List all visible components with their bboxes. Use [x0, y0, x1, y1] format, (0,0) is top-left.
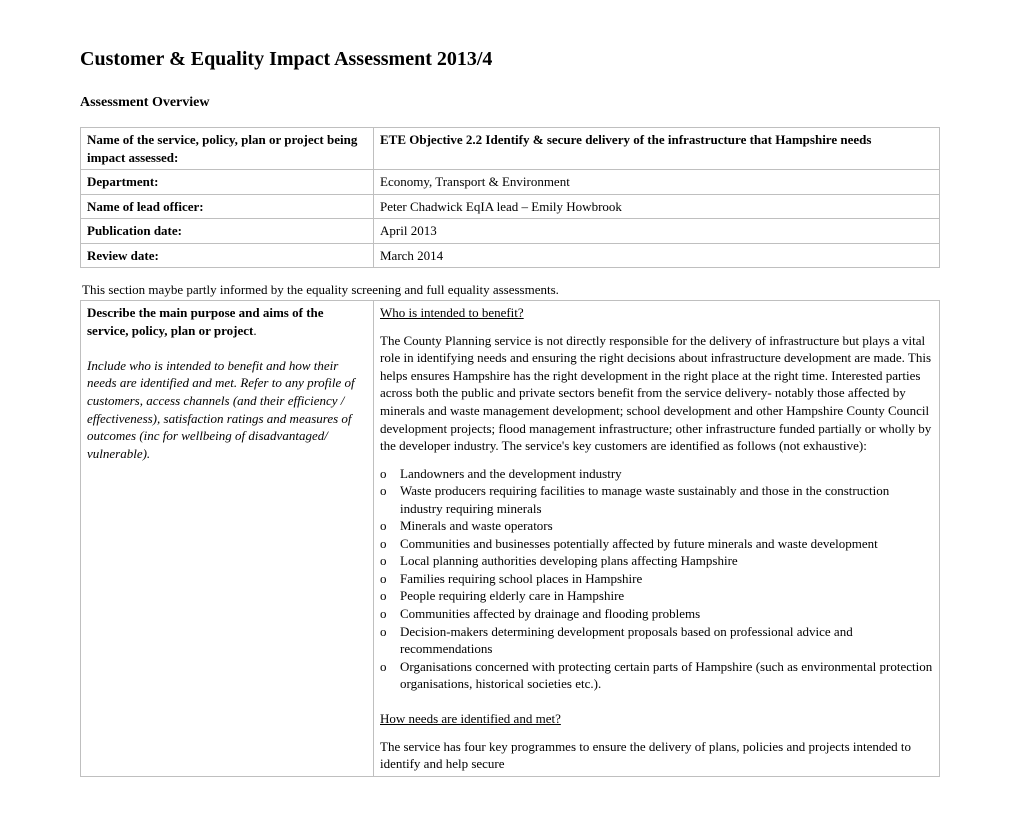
overview-value: Economy, Transport & Environment — [374, 170, 940, 195]
table-row: Department:Economy, Transport & Environm… — [81, 170, 940, 195]
table-row: Review date:March 2014 — [81, 243, 940, 268]
bullet-marker: o — [380, 587, 400, 605]
bullet-text: Minerals and waste operators — [400, 517, 933, 535]
bullet-text: Decision-makers determining development … — [400, 623, 933, 658]
section-heading: Assessment Overview — [80, 95, 940, 111]
list-item: oCommunities affected by drainage and fl… — [380, 605, 933, 623]
list-item: oWaste producers requiring facilities to… — [380, 482, 933, 517]
describe-label-cell: Describe the main purpose and aims of th… — [81, 301, 374, 777]
bullet-marker: o — [380, 623, 400, 658]
describe-table: Describe the main purpose and aims of th… — [80, 300, 940, 777]
overview-label: Review date: — [81, 243, 374, 268]
overview-value: ETE Objective 2.2 Identify & secure deli… — [374, 128, 940, 170]
describe-label-italic: Include who is intended to benefit and h… — [87, 358, 355, 461]
bullet-marker: o — [380, 605, 400, 623]
list-item: oFamilies requiring school places in Ham… — [380, 570, 933, 588]
overview-label: Name of lead officer: — [81, 194, 374, 219]
describe-content-cell: Who is intended to benefit? The County P… — [374, 301, 940, 777]
table-row: Describe the main purpose and aims of th… — [81, 301, 940, 777]
bullet-text: Families requiring school places in Hamp… — [400, 570, 933, 588]
bullet-text: Local planning authorities developing pl… — [400, 552, 933, 570]
list-item: oDecision-makers determining development… — [380, 623, 933, 658]
benefit-heading: Who is intended to benefit? — [380, 305, 524, 320]
overview-label: Name of the service, policy, plan or pro… — [81, 128, 374, 170]
bullet-marker: o — [380, 552, 400, 570]
bullet-marker: o — [380, 482, 400, 517]
list-item: oLocal planning authorities developing p… — [380, 552, 933, 570]
describe-label-bold: Describe the main purpose and aims of th… — [87, 305, 324, 338]
bullet-marker: o — [380, 658, 400, 693]
page-title: Customer & Equality Impact Assessment 20… — [80, 48, 940, 71]
bullet-marker: o — [380, 535, 400, 553]
bullet-text: Organisations concerned with protecting … — [400, 658, 933, 693]
benefit-paragraph: The County Planning service is not direc… — [380, 332, 933, 455]
needs-heading: How needs are identified and met? — [380, 711, 561, 726]
overview-table: Name of the service, policy, plan or pro… — [80, 127, 940, 268]
table-row: Publication date:April 2013 — [81, 219, 940, 244]
bullet-text: Landowners and the development industry — [400, 465, 933, 483]
bullet-marker: o — [380, 570, 400, 588]
bullet-marker: o — [380, 517, 400, 535]
table-row: Name of the service, policy, plan or pro… — [81, 128, 940, 170]
bullet-text: People requiring elderly care in Hampshi… — [400, 587, 933, 605]
section-note: This section maybe partly informed by th… — [82, 282, 940, 298]
list-item: oCommunities and businesses potentially … — [380, 535, 933, 553]
bullet-list: oLandowners and the development industry… — [380, 465, 933, 693]
overview-label: Publication date: — [81, 219, 374, 244]
list-item: oPeople requiring elderly care in Hampsh… — [380, 587, 933, 605]
needs-paragraph: The service has four key programmes to e… — [380, 738, 933, 773]
overview-value: April 2013 — [374, 219, 940, 244]
overview-label: Department: — [81, 170, 374, 195]
bullet-text: Waste producers requiring facilities to … — [400, 482, 933, 517]
overview-value: March 2014 — [374, 243, 940, 268]
table-row: Name of lead officer:Peter Chadwick EqIA… — [81, 194, 940, 219]
list-item: oLandowners and the development industry — [380, 465, 933, 483]
bullet-text: Communities and businesses potentially a… — [400, 535, 933, 553]
bullet-marker: o — [380, 465, 400, 483]
list-item: oMinerals and waste operators — [380, 517, 933, 535]
list-item: oOrganisations concerned with protecting… — [380, 658, 933, 693]
bullet-text: Communities affected by drainage and flo… — [400, 605, 933, 623]
overview-value: Peter Chadwick EqIA lead – Emily Howbroo… — [374, 194, 940, 219]
describe-label-tail: . — [253, 323, 256, 338]
